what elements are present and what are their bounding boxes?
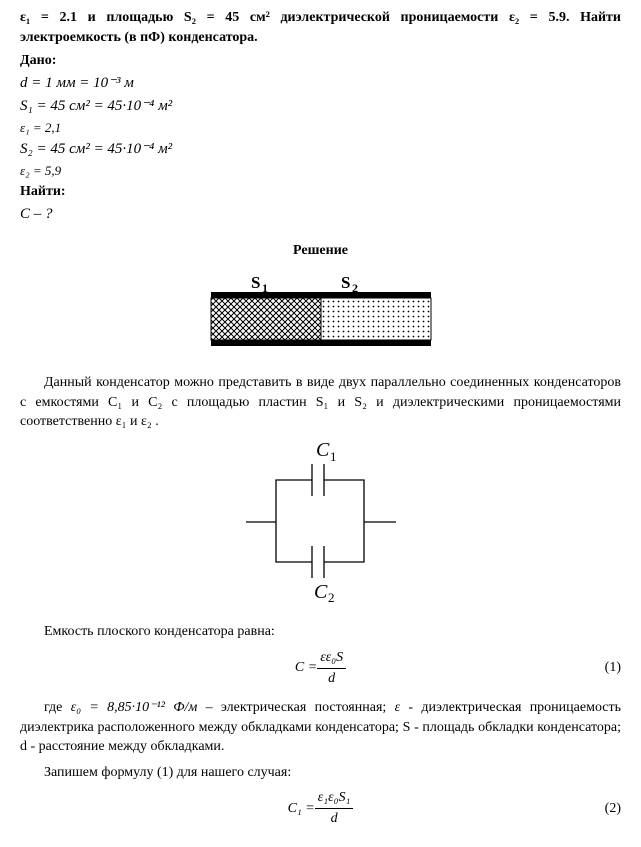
eq2-number: (2) [605, 799, 621, 819]
given-eps1: ε₁ = 2,1 [20, 119, 621, 137]
eps0-value: ε₀ = 8,85·10⁻¹² Ф/м [71, 700, 198, 715]
svg-text:C: C [314, 581, 328, 602]
eq1-number: (1) [605, 658, 621, 678]
equation-1: C = εε₀S d (1) [20, 648, 621, 688]
given-s1: S₁ = 45 см² = 45·10⁻⁴ м² [20, 96, 621, 117]
solution-title: Решение [20, 241, 621, 261]
equation-2: C₁ = ε₁ε₀S₁ d (2) [20, 788, 621, 828]
eq1-num: εε₀S [317, 648, 346, 668]
eq2-num: ε₁ε₀S₁ [315, 788, 354, 808]
svg-text:2: 2 [328, 590, 335, 602]
given-title: Дано: [20, 51, 621, 71]
fig1-label-s2: S [341, 274, 350, 292]
eps-symbol: ε [395, 700, 401, 715]
find-value: C – ? [20, 204, 621, 225]
find-title: Найти: [20, 182, 621, 202]
given-d: d = 1 мм = 10⁻³ м [20, 73, 621, 94]
paragraph-4: Запишем формулу (1) для нашего случая: [20, 763, 621, 783]
given-s2: S₂ = 45 см² = 45·10⁻⁴ м² [20, 139, 621, 160]
paragraph-1: Данный конденсатор можно представить в в… [20, 373, 621, 432]
paragraph-3: где ε₀ = 8,85·10⁻¹² Ф/м – электрическая … [20, 698, 621, 757]
para3-mid: – электрическая постоянная; [206, 700, 395, 715]
svg-text:C: C [316, 442, 330, 461]
fig1-label-s1: S [251, 274, 260, 292]
paragraph-2: Емкость плоского конденсатора равна: [20, 622, 621, 642]
svg-text:1: 1 [330, 449, 337, 464]
problem-statement: ε₁ = 2.1 и площадью S₂ = 45 см² диэлектр… [20, 8, 621, 47]
figure-capacitor: S 1 S 2 [20, 274, 621, 359]
figure-circuit: C 1 C 2 [20, 442, 621, 609]
eq1-den: d [317, 668, 346, 689]
para3-pre: где [44, 700, 71, 715]
given-eps2: ε₂ = 5,9 [20, 162, 621, 180]
eq2-lhs: C₁ = [288, 799, 315, 819]
eq2-den: d [315, 808, 354, 829]
eq1-lhs: C = [295, 658, 317, 678]
